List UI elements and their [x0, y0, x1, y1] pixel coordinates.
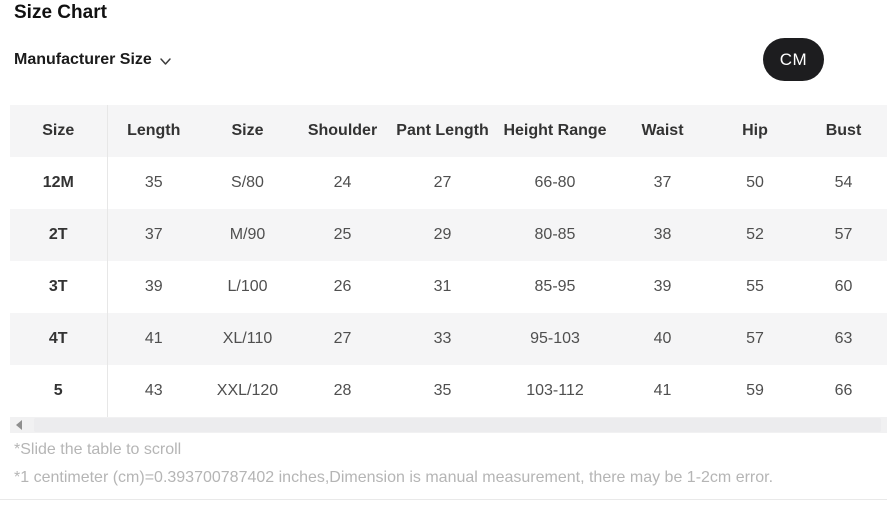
table-cell: 66-80	[495, 157, 615, 209]
unit-toggle-cm-button[interactable]: CM	[763, 38, 824, 81]
table-cell: 39	[107, 261, 200, 313]
column-header: Length	[107, 105, 200, 157]
table-row: 5 43 XXL/120 28 35 103-112 41 59 66	[10, 365, 887, 417]
table-cell: 60	[800, 261, 887, 313]
column-header: Shoulder	[295, 105, 390, 157]
column-header: Size	[10, 105, 108, 157]
manufacturer-size-dropdown[interactable]: Manufacturer Size	[14, 49, 172, 71]
table-cell: 39	[615, 261, 710, 313]
table-cell: 95-103	[495, 313, 615, 365]
size-table: Size Length Size Shoulder Pant Length Height …	[10, 105, 887, 417]
column-header: Size	[200, 105, 295, 157]
row-size-label: 5	[10, 365, 108, 417]
table-cell: 27	[295, 313, 390, 365]
table-cell: M/90	[200, 209, 295, 261]
column-header: Bust	[800, 105, 887, 157]
table-header: Size Length Size Shoulder Pant Length Height …	[10, 105, 887, 157]
table-cell: 24	[295, 157, 390, 209]
table-cell: XL/110	[200, 313, 295, 365]
table-cell: 80-85	[495, 209, 615, 261]
table-row: 12M 35 S/80 24 27 66-80 37 50 54	[10, 157, 887, 209]
table-cell: XXL/120	[200, 365, 295, 417]
table-cell: 55	[710, 261, 800, 313]
table-cell: 41	[107, 313, 200, 365]
bottom-divider	[0, 499, 887, 500]
table-cell: 57	[710, 313, 800, 365]
scroll-hint-note: *Slide the table to scroll	[14, 441, 182, 458]
table-cell: 37	[615, 157, 710, 209]
column-header: Waist	[615, 105, 710, 157]
table-cell: 52	[710, 209, 800, 261]
column-header: Hip	[710, 105, 800, 157]
table-cell: 28	[295, 365, 390, 417]
table-cell: 43	[107, 365, 200, 417]
table-header-row: Size Length Size Shoulder Pant Length Height …	[10, 105, 887, 157]
table-cell: 31	[390, 261, 495, 313]
table-cell: 35	[390, 365, 495, 417]
table-cell: 27	[390, 157, 495, 209]
table-cell: 57	[800, 209, 887, 261]
column-header: Height Range	[495, 105, 615, 157]
table-body: 12M 35 S/80 24 27 66-80 37 50 54 2T 37 M/90 25 29 80-8…	[10, 157, 887, 417]
table-cell: 26	[295, 261, 390, 313]
chevron-down-icon	[159, 55, 172, 68]
table-cell: 63	[800, 313, 887, 365]
row-size-label: 4T	[10, 313, 108, 365]
table-cell: 38	[615, 209, 710, 261]
manufacturer-size-label: Manufacturer Size	[14, 51, 152, 68]
table-cell: 40	[615, 313, 710, 365]
table-row: 4T 41 XL/110 27 33 95-103 40 57 63	[10, 313, 887, 365]
row-size-label: 3T	[10, 261, 108, 313]
scrollbar-thumb[interactable]	[34, 418, 881, 432]
table-cell: 37	[107, 209, 200, 261]
table-cell: 59	[710, 365, 800, 417]
table-cell: L/100	[200, 261, 295, 313]
table-cell: 54	[800, 157, 887, 209]
table-cell: 50	[710, 157, 800, 209]
table-cell: 33	[390, 313, 495, 365]
row-size-label: 12M	[10, 157, 108, 209]
horizontal-scrollbar[interactable]	[10, 417, 887, 433]
table-cell: 41	[615, 365, 710, 417]
table-row: 3T 39 L/100 26 31 85-95 39 55 60	[10, 261, 887, 313]
page-title: Size Chart	[14, 2, 107, 23]
table-cell: 66	[800, 365, 887, 417]
table-cell: 35	[107, 157, 200, 209]
table-cell: 25	[295, 209, 390, 261]
table-cell: 29	[390, 209, 495, 261]
measurement-note: *1 centimeter (cm)=0.393700787402 inches…	[14, 469, 774, 486]
table-cell: 103-112	[495, 365, 615, 417]
row-size-label: 2T	[10, 209, 108, 261]
table-row: 2T 37 M/90 25 29 80-85 38 52 57	[10, 209, 887, 261]
table-cell: 85-95	[495, 261, 615, 313]
column-header: Pant Length	[390, 105, 495, 157]
scrollbar-left-arrow-icon[interactable]	[16, 420, 22, 430]
size-table-scroll-area[interactable]: Size Length Size Shoulder Pant Length Height …	[10, 105, 887, 417]
table-cell: S/80	[200, 157, 295, 209]
